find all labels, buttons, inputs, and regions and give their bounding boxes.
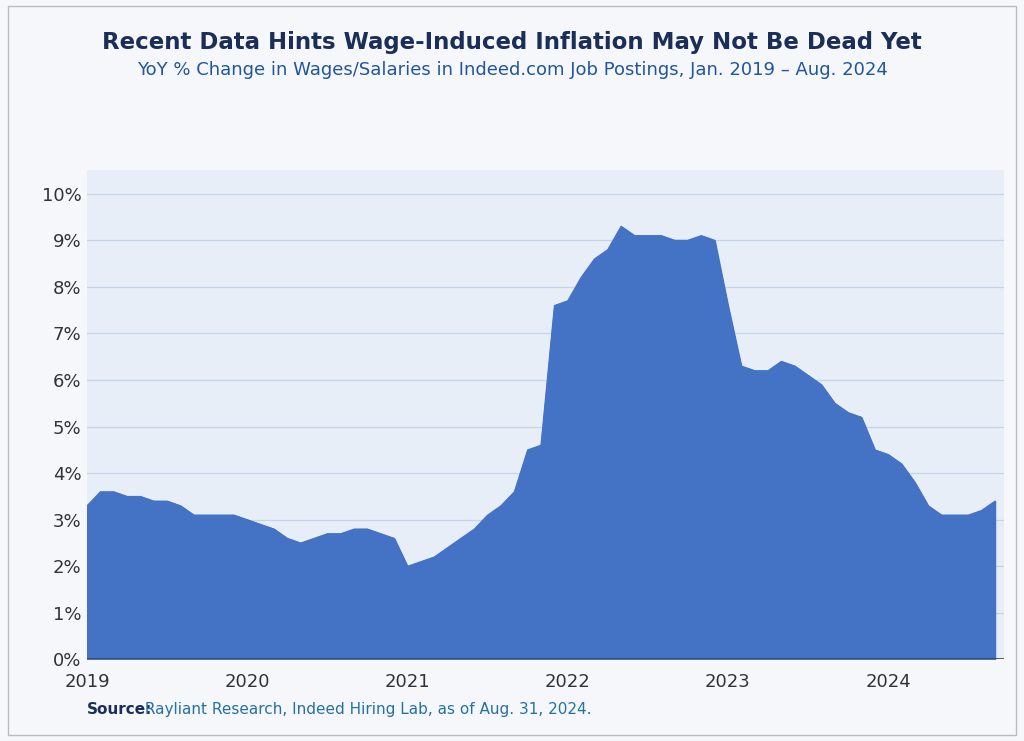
Text: Recent Data Hints Wage-Induced Inflation May Not Be Dead Yet: Recent Data Hints Wage-Induced Inflation… bbox=[102, 31, 922, 55]
Text: Source:: Source: bbox=[87, 702, 153, 717]
Text: Rayliant Research, Indeed Hiring Lab, as of Aug. 31, 2024.: Rayliant Research, Indeed Hiring Lab, as… bbox=[140, 702, 592, 717]
Text: YoY % Change in Wages/Salaries in Indeed.com Job Postings, Jan. 2019 – Aug. 2024: YoY % Change in Wages/Salaries in Indeed… bbox=[136, 61, 888, 79]
